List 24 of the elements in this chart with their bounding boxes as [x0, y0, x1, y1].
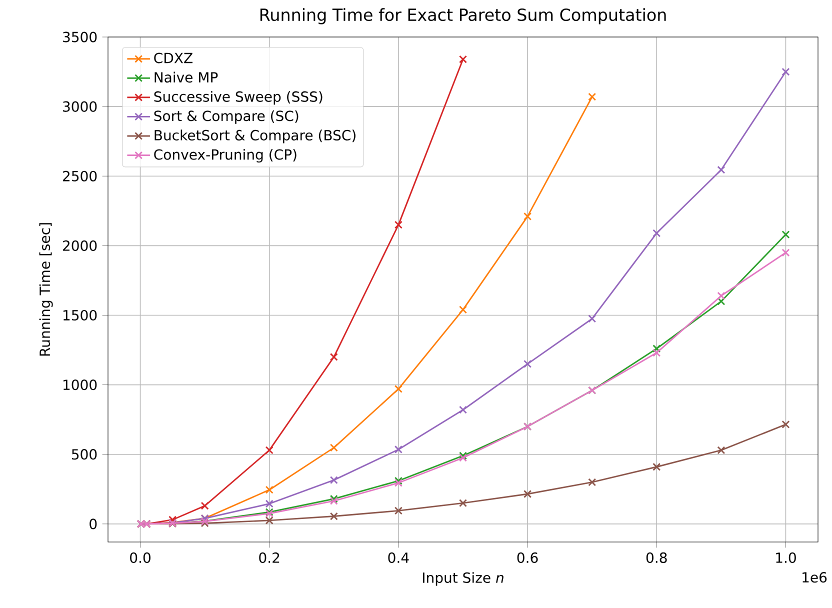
x-tick-label: 0.8: [646, 552, 667, 563]
legend-label: Naive MP: [154, 72, 218, 83]
legend-label: Successive Sweep (SSS): [154, 91, 322, 105]
y-tick-label: 1500: [64, 310, 97, 321]
y-axis-title: Running Time [sec]: [39, 223, 53, 356]
x-tick-label: 0.2: [259, 552, 280, 563]
y-tick-label: 2500: [63, 170, 97, 182]
y-tick-label: 0: [90, 518, 97, 530]
chart-title: Running Time for Exact Pareto Sum Computation: [260, 8, 666, 24]
x-tick-label: 0.0: [130, 552, 150, 563]
legend-label: BucketSort & Compare (BSC): [154, 130, 356, 144]
x-tick-label: 0.4: [388, 552, 409, 563]
x-tick-label: 1.0: [776, 552, 796, 563]
legend-label: Sort & Compare (SC): [154, 110, 298, 124]
y-tick-label: 2000: [63, 240, 97, 251]
y-tick-label: 3500: [63, 32, 97, 42]
text: 1e6: [802, 572, 827, 583]
legend-label: CDXZ: [154, 52, 192, 64]
y-tick-label: 500: [72, 449, 97, 460]
legend-label: Convex-Pruning (CP): [154, 148, 296, 163]
y-tick-label: 1000: [64, 380, 97, 390]
x-axis-title: Input Size n: [423, 572, 504, 586]
x-tick-label: 0.6: [517, 552, 538, 563]
y-tick-label: 3000: [63, 101, 97, 112]
